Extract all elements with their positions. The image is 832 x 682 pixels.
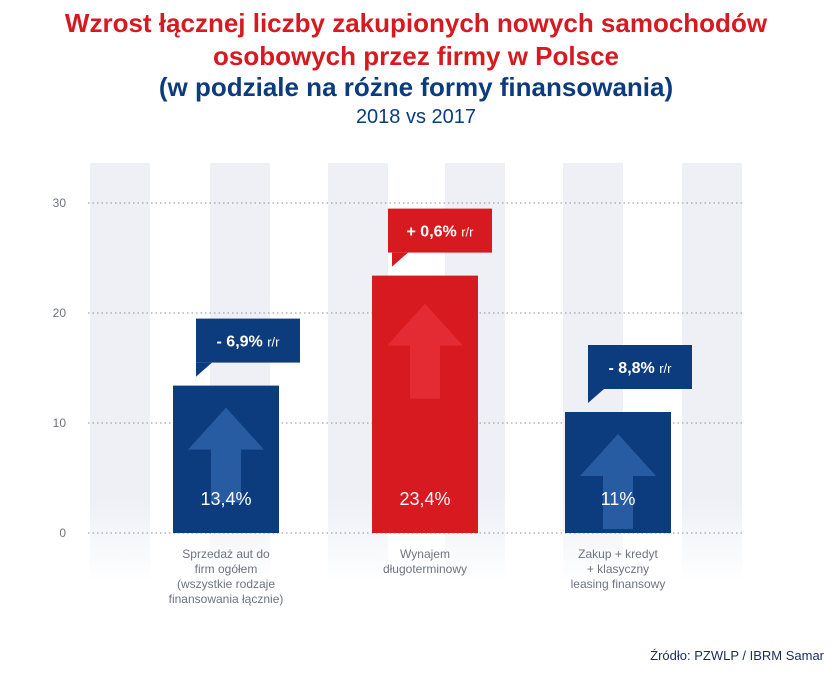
callout-pointer — [588, 389, 604, 403]
callout-pointer — [196, 362, 212, 377]
y-tick-label: 20 — [53, 306, 67, 320]
y-tick-label: 30 — [53, 196, 67, 210]
arrow-up-icon — [580, 434, 656, 529]
change-callout-label: - 6,9% r/r — [217, 334, 281, 351]
arrow-up-icon — [188, 407, 264, 503]
source-note: Źródło: PZWLP / IBRM Samar — [650, 648, 824, 663]
y-tick-label: 0 — [59, 526, 66, 540]
chart-title-line-2: osobowych przez firmy w Polsce — [213, 41, 619, 71]
category-label: Wynajem długoterminowy — [383, 547, 467, 576]
bar-value-label: 13,4% — [200, 489, 251, 509]
arrow-up-icon — [387, 303, 463, 399]
chart-title-line-1: Wzrost łącznej liczby zakupionych nowych… — [64, 8, 768, 38]
background-stripe — [90, 163, 150, 583]
change-callout-label: - 8,8% r/r — [609, 360, 673, 377]
chart-subtitle: 2018 vs 2017 — [355, 106, 477, 128]
change-callout-box — [196, 318, 300, 363]
change-callout-label: + 0,6% r/r — [407, 224, 475, 241]
callout-pointer — [392, 252, 408, 267]
change-callout-box — [588, 345, 692, 389]
bar-value-label: 23,4% — [399, 489, 450, 509]
y-tick-label: 10 — [53, 416, 67, 430]
category-label: Zakup + kredyt + klasyczny leasing finanso… — [571, 547, 666, 591]
change-callout-box — [388, 208, 492, 253]
bar-value-label: 11% — [601, 489, 636, 509]
category-label: Sprzedaż aut do firm ogółem (wszystkie rod… — [169, 547, 284, 606]
chart-title-line-3: (w podziale na różne formy finansowania) — [158, 72, 674, 102]
